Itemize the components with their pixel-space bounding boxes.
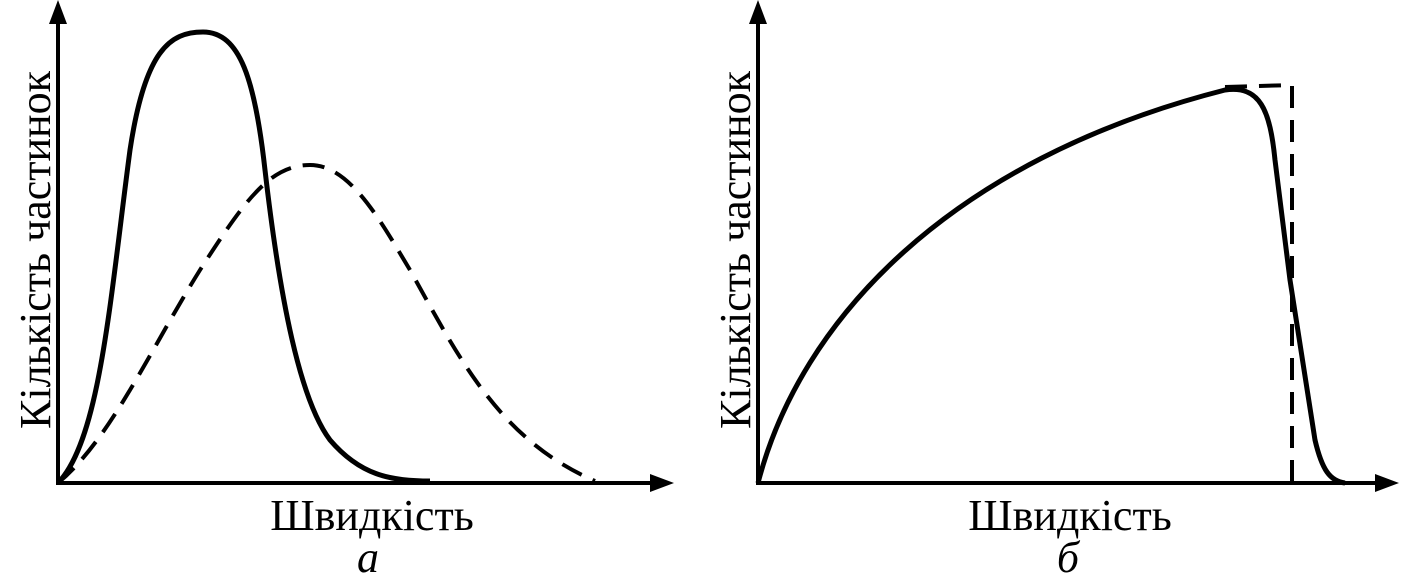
y-label: Кількість частинок [11,70,60,429]
x-label: Швидкість [270,491,474,540]
y-arrow [749,0,767,24]
panel-label: а [357,533,379,581]
y-label: Кількість частинок [711,70,760,429]
dashed-curve [1224,82,1294,483]
panel-label: б [1057,533,1081,581]
panel-a: Кількість частинок Швидкість а [11,0,674,581]
dashed-curve [56,162,596,485]
panel-b: Кількість частинок Швидкість б [711,0,1399,581]
solid-curve [755,86,1346,486]
x-arrow [650,474,674,492]
x-arrow [1375,474,1399,492]
solid-curve [56,29,431,485]
y-arrow [49,0,67,24]
x-label: Швидкість [968,491,1172,540]
